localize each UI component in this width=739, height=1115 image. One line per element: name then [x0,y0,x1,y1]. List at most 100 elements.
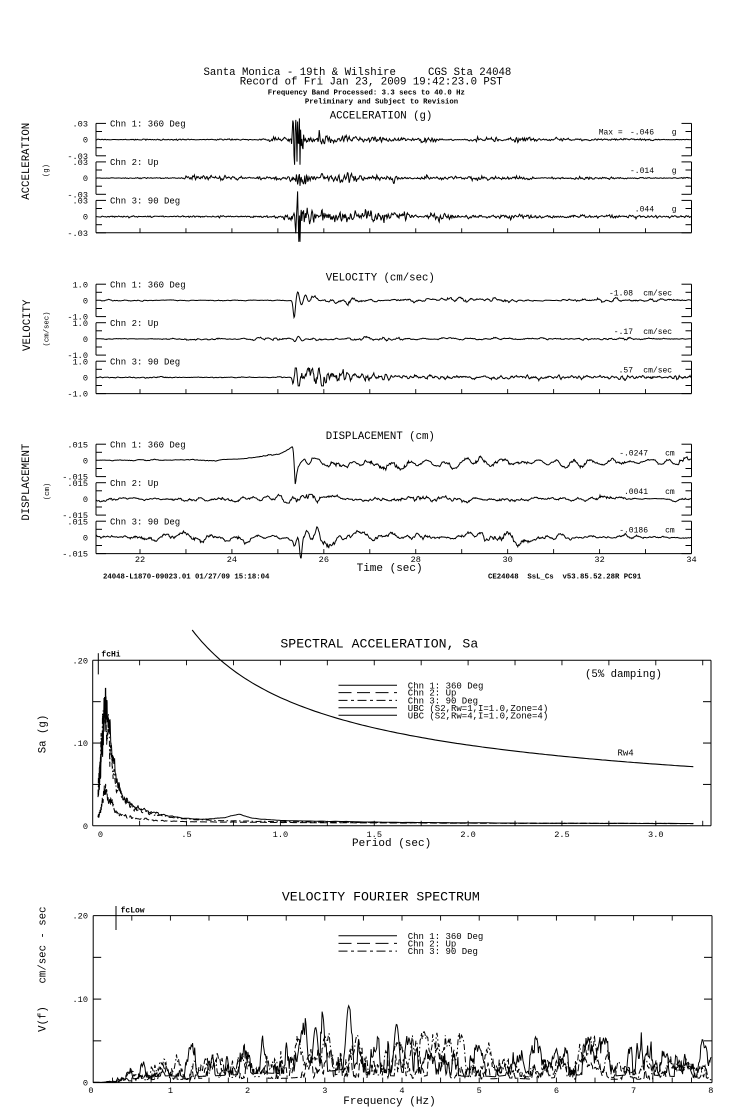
svg-text:26: 26 [319,555,329,565]
svg-text:24: 24 [227,555,237,565]
svg-text:0: 0 [83,495,88,505]
svg-text:2: 2 [245,1086,250,1096]
svg-text:-1.0: -1.0 [67,351,88,361]
svg-text:Max =: Max = [599,129,623,138]
svg-text:7: 7 [631,1086,636,1096]
svg-text:Rw4: Rw4 [618,749,634,759]
svg-text:cm/sec: cm/sec [643,366,672,375]
svg-text:0: 0 [83,534,88,544]
svg-text:30: 30 [503,555,513,565]
svg-text:Chn 1: 360 Deg: Chn 1: 360 Deg [110,440,186,450]
svg-text:fcHi: fcHi [101,651,120,660]
svg-text:28: 28 [411,555,421,565]
svg-text:Record of Fri Jan 23, 2009 19:: Record of Fri Jan 23, 2009 19:42:23.0 PS… [240,77,504,89]
svg-text:Chn 2: Up: Chn 2: Up [110,158,159,168]
svg-text:VELOCITY (cm/sec): VELOCITY (cm/sec) [326,272,435,284]
svg-text:Chn 1: 360 Deg: Chn 1: 360 Deg [408,932,484,942]
svg-text:1.0: 1.0 [273,830,288,840]
svg-text:Chn 1: 360 Deg: Chn 1: 360 Deg [110,120,186,130]
svg-text:8: 8 [708,1086,713,1096]
svg-text:-1.0: -1.0 [67,313,88,323]
svg-text:cm/sec: cm/sec [643,328,672,337]
svg-text:cm/sec: cm/sec [643,289,672,298]
svg-text:1.0: 1.0 [73,319,88,329]
svg-text:-.03: -.03 [67,229,88,239]
svg-text:(g): (g) [43,164,51,177]
svg-text:0: 0 [83,374,88,384]
svg-text:.5: .5 [181,830,191,840]
svg-text:g: g [672,206,677,215]
svg-text:cm/sec - sec: cm/sec - sec [38,907,50,984]
svg-text:fcLow: fcLow [121,906,145,915]
svg-text:6: 6 [554,1086,559,1096]
svg-text:0: 0 [83,174,88,184]
svg-text:SPECTRAL ACCELERATION, Sa: SPECTRAL ACCELERATION, Sa [280,637,478,652]
svg-text:VELOCITY: VELOCITY [22,299,34,351]
svg-text:-.046: -.046 [630,129,654,138]
svg-text:0: 0 [88,1086,93,1096]
svg-text:0: 0 [83,822,88,832]
svg-text:DISPLACEMENT (cm): DISPLACEMENT (cm) [326,431,435,443]
svg-text:1.5: 1.5 [367,830,382,840]
svg-text:Frequency (Hz): Frequency (Hz) [343,1096,435,1108]
svg-text:0: 0 [83,1079,88,1089]
svg-text:.015: .015 [67,440,88,450]
svg-text:.57: .57 [619,366,634,375]
svg-text:-.015: -.015 [62,511,88,521]
svg-text:ACCELERATION: ACCELERATION [21,123,33,200]
svg-text:.044: .044 [635,206,654,215]
svg-text:34: 34 [686,555,696,565]
svg-text:0: 0 [83,136,88,146]
svg-text:1.0: 1.0 [73,280,88,290]
svg-text:-.0247: -.0247 [619,449,648,458]
svg-text:2.0: 2.0 [460,830,475,840]
svg-text:.10: .10 [73,739,88,749]
svg-text:1: 1 [168,1086,173,1096]
svg-text:0: 0 [98,830,103,840]
svg-text:(cm): (cm) [44,483,52,501]
svg-text:-.015: -.015 [62,473,88,483]
svg-text:Period (sec): Period (sec) [352,838,431,850]
svg-text:DISPLACEMENT: DISPLACEMENT [21,443,33,521]
svg-text:Preliminary and Subject to Rev: Preliminary and Subject to Revision [305,99,458,107]
svg-text:UBC (S2,Rw=4,I=1.0,Zone=4): UBC (S2,Rw=4,I=1.0,Zone=4) [408,711,548,721]
svg-text:.03: .03 [73,197,88,207]
svg-text:24048-L1870-09023.01 01/27/09: 24048-L1870-09023.01 01/27/09 15:18:04 [103,574,270,582]
svg-text:UBC (S2,Rw=1,I=1.0,Zone=4): UBC (S2,Rw=1,I=1.0,Zone=4) [408,704,548,714]
svg-text:Chn 3: 90 Deg: Chn 3: 90 Deg [110,357,180,367]
svg-text:cm: cm [665,526,675,535]
svg-text:1.0: 1.0 [73,357,88,367]
svg-text:0: 0 [83,297,88,307]
svg-text:Time (sec): Time (sec) [357,563,423,575]
svg-text:Sa (g): Sa (g) [38,715,50,753]
svg-text:(5% damping): (5% damping) [585,669,662,681]
svg-text:V(f): V(f) [38,1006,50,1032]
svg-text:0: 0 [83,213,88,223]
svg-text:-.03: -.03 [67,190,88,200]
svg-text:4: 4 [399,1086,404,1096]
svg-text:Chn 3: 90 Deg: Chn 3: 90 Deg [408,697,478,707]
svg-text:VELOCITY FOURIER SPECTRUM: VELOCITY FOURIER SPECTRUM [282,890,480,905]
svg-text:cm: cm [665,488,675,497]
svg-text:Chn 2: Up: Chn 2: Up [110,479,159,489]
svg-text:2.5: 2.5 [554,830,569,840]
svg-text:0: 0 [83,457,88,467]
svg-text:3: 3 [322,1086,327,1096]
svg-text:.015: .015 [67,517,88,527]
svg-text:0: 0 [83,335,88,345]
svg-text:ACCELERATION (g): ACCELERATION (g) [330,110,433,122]
svg-text:(cm/sec): (cm/sec) [44,311,52,346]
svg-text:-.015: -.015 [62,550,88,560]
svg-text:Frequency Band Processed: 3.3: Frequency Band Processed: 3.3 secs to 40… [268,89,465,97]
svg-text:-.17: -.17 [614,328,633,337]
svg-text:Chn 3: 90 Deg: Chn 3: 90 Deg [408,947,478,957]
svg-text:.0041: .0041 [624,488,648,497]
svg-text:Santa Monica - 19th & Wilshire: Santa Monica - 19th & Wilshire CGS Sta 2… [204,67,512,79]
svg-text:.03: .03 [73,158,88,168]
svg-text:g: g [672,129,677,138]
svg-text:.10: .10 [73,995,88,1005]
svg-text:Chn 2: Up: Chn 2: Up [408,940,457,950]
svg-text:-.0186: -.0186 [619,526,648,535]
svg-text:.20: .20 [73,656,88,666]
svg-text:3.0: 3.0 [648,830,663,840]
